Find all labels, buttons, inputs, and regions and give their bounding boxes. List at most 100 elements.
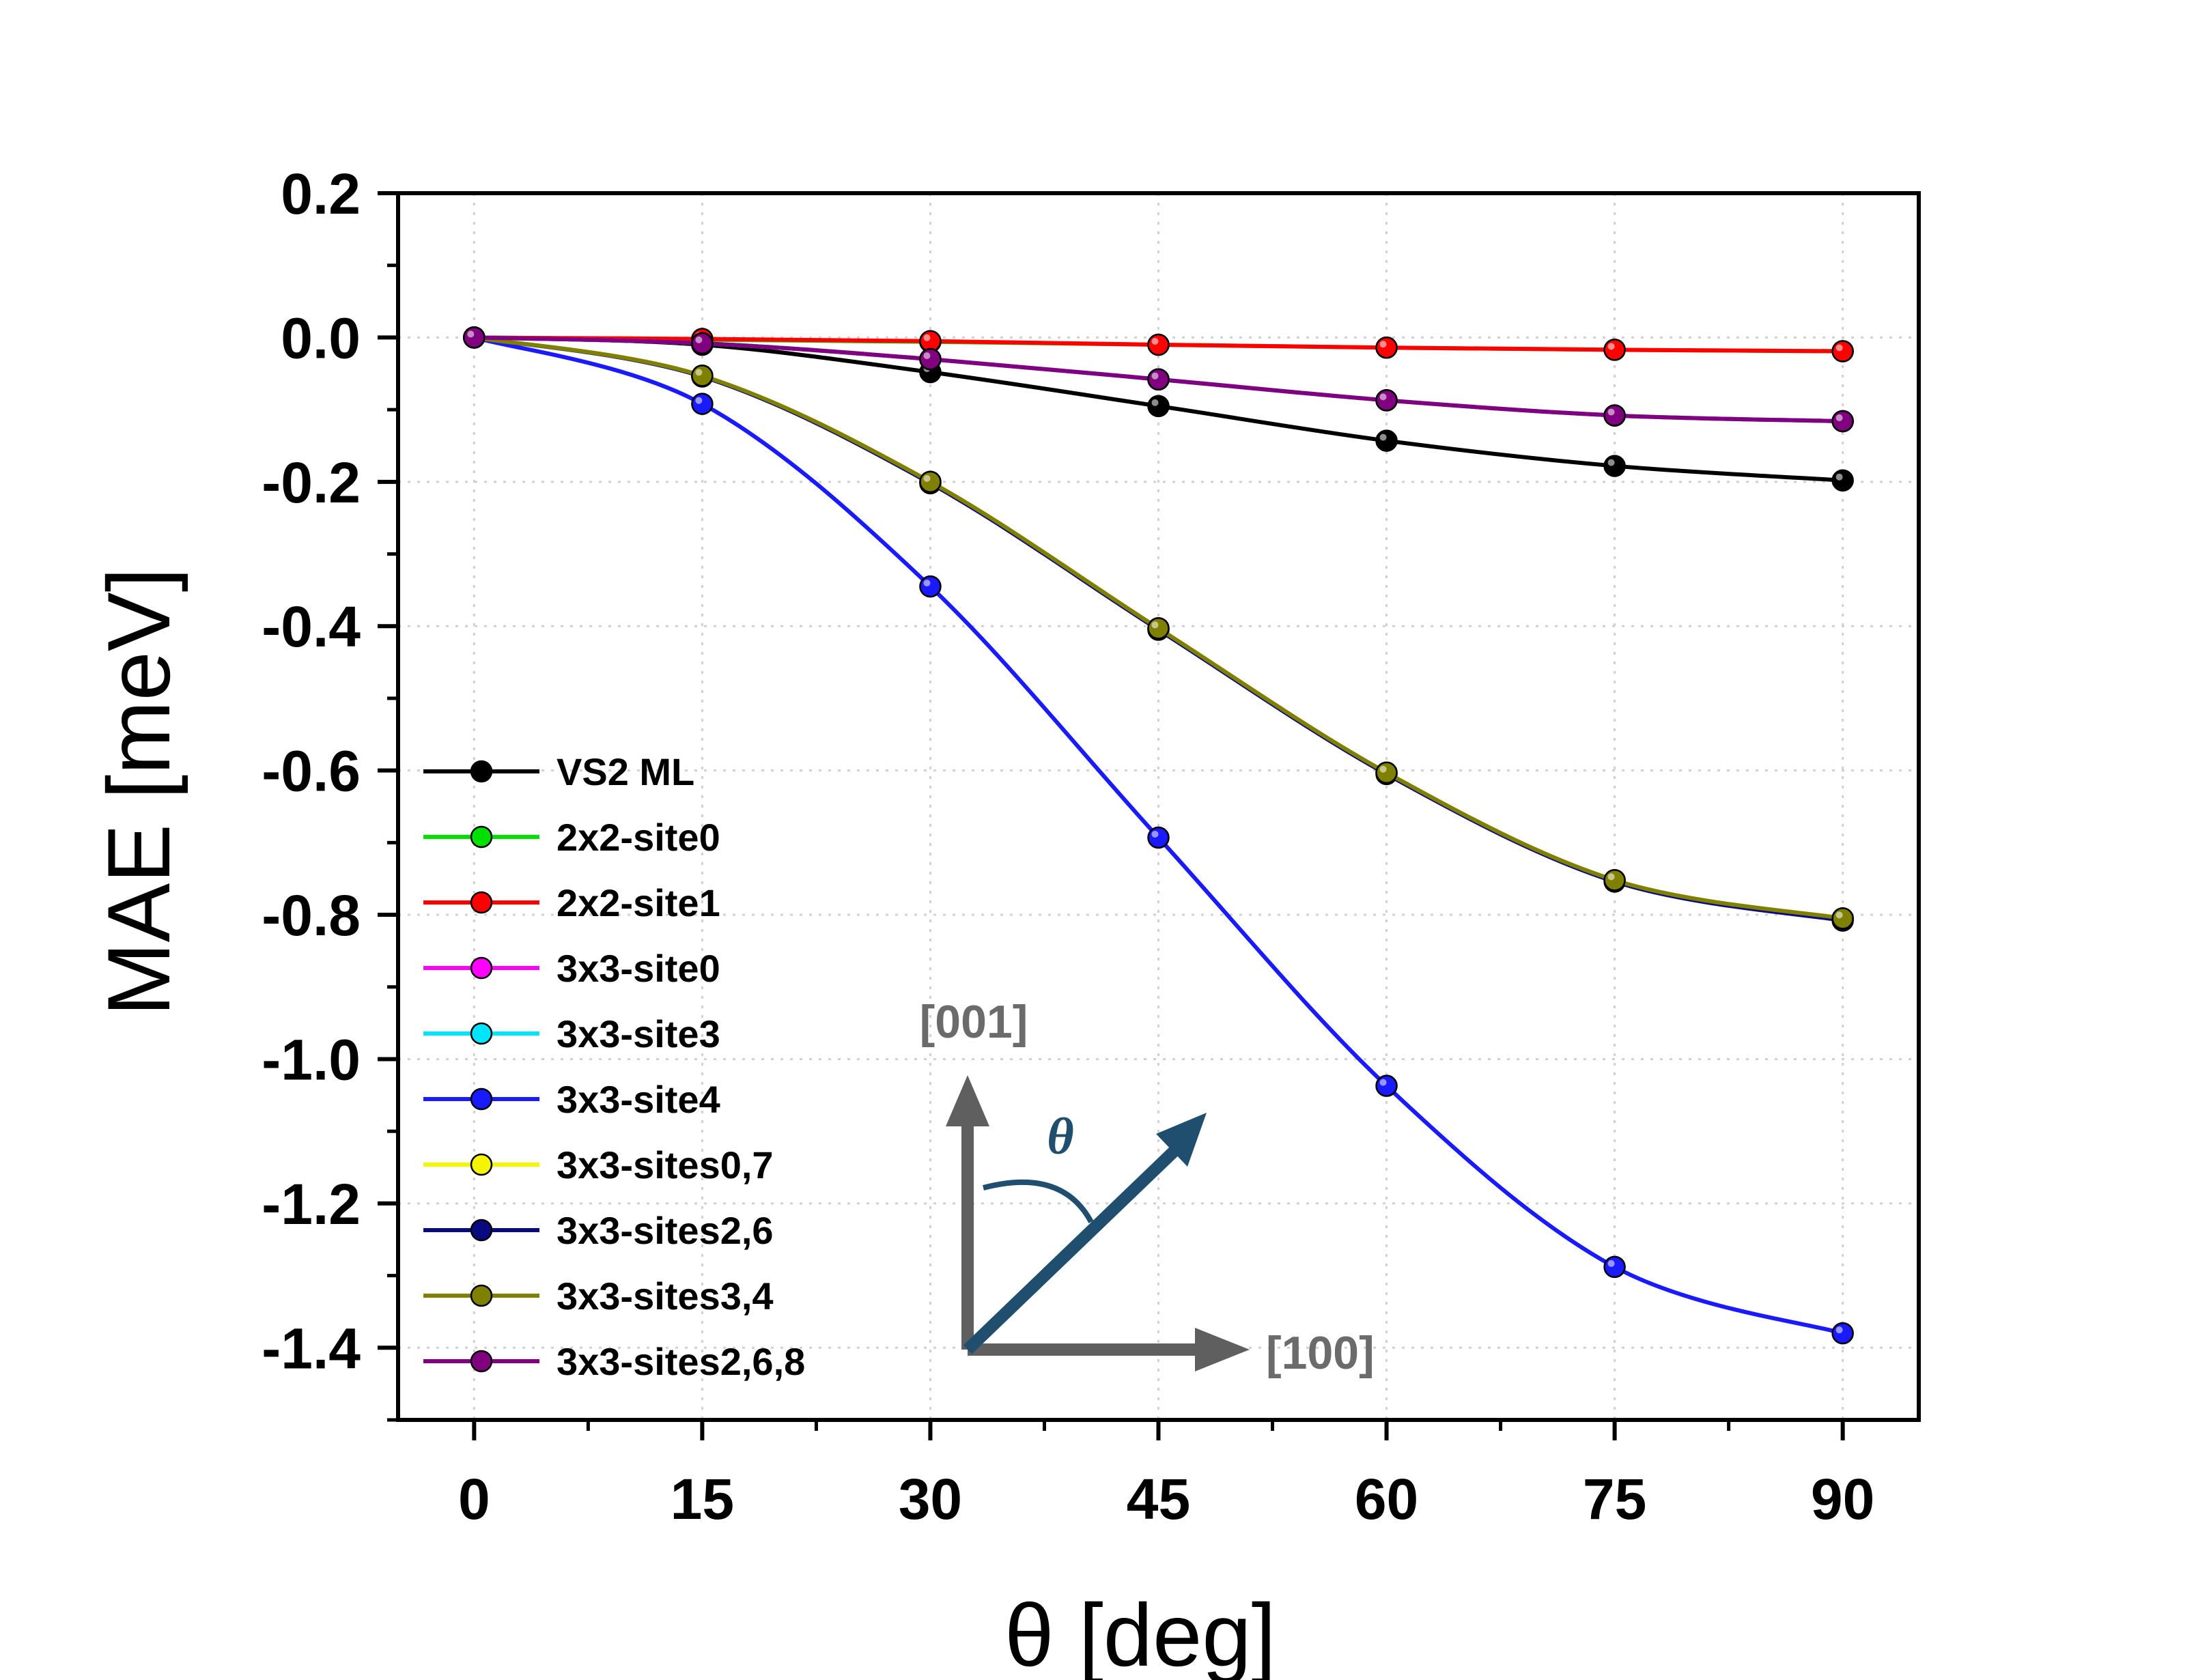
data-point-highlight [923, 474, 931, 482]
legend-label: 3x3-sites3,4 [557, 1275, 774, 1318]
x-tick-label: 75 [1583, 1467, 1646, 1531]
data-point-2x2-site1 [1147, 333, 1170, 356]
data-point-3x3-sites3-4 [1375, 761, 1398, 784]
x-tick-label: 45 [1127, 1467, 1190, 1531]
legend-item: 2x2-site0 [423, 816, 720, 859]
legend-item: 3x3-sites2,6 [423, 1209, 774, 1252]
y-axis-title: MAE [meV] [89, 567, 188, 1016]
legend-swatch-marker [470, 760, 493, 783]
data-point-highlight [1607, 1259, 1615, 1267]
series-3x3-site4 [463, 326, 1854, 1345]
x-axis-arrowhead [1195, 1328, 1250, 1371]
data-point-3x3-sites2-6-8 [1831, 410, 1854, 433]
legend-swatch-marker [470, 1022, 493, 1045]
data-point-highlight [695, 336, 703, 343]
data-point-3x3-site4 [691, 393, 714, 415]
data-point-highlight [1379, 341, 1387, 348]
legend-swatch-marker [470, 1350, 493, 1373]
data-point-3x3-site4 [919, 575, 942, 598]
x-tick-label: 60 [1355, 1467, 1418, 1531]
data-point-3x3-sites3-4 [1603, 869, 1626, 892]
data-point-highlight [1151, 337, 1159, 345]
data-point-highlight [1835, 473, 1843, 481]
data-point-vs2-ml [1603, 455, 1626, 477]
y-tick-labels: 0.2 0.0 -0.2 -0.4 -0.6 -0.8 -1.0 -1.2 -1.4 [262, 162, 361, 1380]
data-point-highlight [1607, 343, 1615, 350]
data-point-highlight [1607, 408, 1615, 416]
data-point-3x3-sites2-6-8 [919, 347, 942, 371]
data-point-3x3-site4 [1603, 1255, 1626, 1279]
legend: VS2 ML 2x2-site0 2x2-site1 3x3-site0 3x3-sit… [423, 750, 805, 1383]
data-point-highlight [1151, 830, 1159, 838]
legend-label: 3x3-sites2,6 [557, 1209, 774, 1252]
magnetization-arrowhead [1156, 1113, 1207, 1167]
data-point-highlight [923, 352, 931, 360]
legend-swatch-marker [470, 1153, 493, 1176]
data-point-highlight [1607, 873, 1615, 881]
legend-label: 2x2-site0 [557, 816, 720, 859]
data-point-3x3-sites2-6-8 [1147, 368, 1170, 390]
data-point-2x2-site1 [1375, 336, 1398, 359]
x-tick-labels: 0 15 30 45 60 75 90 [458, 1467, 1874, 1531]
y-tick-label: -0.4 [262, 595, 361, 659]
legend-item: 3x3-sites3,4 [423, 1275, 774, 1318]
x-tick-label: 90 [1811, 1467, 1874, 1531]
data-point-highlight [467, 330, 475, 338]
data-point-highlight [695, 369, 703, 376]
data-point-highlight [1151, 399, 1159, 406]
data-point-highlight [1607, 459, 1615, 466]
y-tick-label: -0.2 [262, 451, 361, 515]
grid-lines [398, 192, 1919, 1420]
data-point-3x3-sites2-6-8 [1375, 389, 1398, 412]
y-tick-label: -1.0 [262, 1027, 361, 1092]
legend-swatch-marker [470, 956, 493, 980]
data-point-3x3-site4 [1375, 1074, 1398, 1097]
x-axis-title: θ [deg] [1004, 1585, 1276, 1680]
legend-swatch-marker [470, 891, 493, 914]
legend-swatch-marker [470, 1219, 493, 1242]
data-point-3x3-sites3-4 [1831, 907, 1854, 930]
data-point-3x3-sites3-4 [1147, 617, 1170, 640]
x-tick-label: 15 [671, 1467, 734, 1531]
y-tick-label: -1.4 [262, 1316, 361, 1380]
theta-arc [982, 1179, 1094, 1223]
legend-swatch-marker [470, 1087, 493, 1111]
legend-label: VS2 ML [557, 750, 694, 793]
series-3x3-sites2-6-8 [463, 326, 1854, 433]
data-point-highlight [1835, 1326, 1843, 1334]
data-point-highlight [695, 397, 703, 404]
inset-label-001: [001] [920, 996, 1028, 1048]
y-tick-label: -0.8 [262, 883, 361, 948]
legend-item: VS2 ML [423, 750, 694, 793]
data-point-highlight [1379, 433, 1387, 441]
legend-item: 3x3-site3 [423, 1012, 720, 1055]
data-point-3x3-sites3-4 [691, 365, 714, 387]
data-point-highlight [923, 334, 931, 341]
legend-item: 3x3-site0 [423, 947, 720, 990]
data-point-vs2-ml [1831, 469, 1854, 492]
legend-label: 3x3-sites0,7 [557, 1143, 774, 1186]
data-point-highlight [1835, 911, 1843, 919]
y-tick-label: 0.2 [281, 162, 361, 226]
inset-label-100: [100] [1266, 1327, 1375, 1379]
data-point-highlight [1379, 765, 1387, 773]
data-point-3x3-site4 [1147, 826, 1170, 849]
legend-label: 2x2-site1 [557, 881, 720, 924]
y-tick-label: 0.0 [281, 306, 361, 370]
legend-label: 3x3-site0 [557, 947, 720, 990]
z-axis-arrowhead [946, 1075, 989, 1126]
y-tick-label: -0.6 [262, 739, 361, 803]
data-point-vs2-ml [1147, 395, 1170, 418]
legend-swatch-marker [470, 825, 493, 849]
x-tick-label: 0 [458, 1467, 490, 1531]
data-point-highlight [1835, 414, 1843, 422]
legend-label: 3x3-site4 [557, 1078, 720, 1121]
data-point-highlight [1379, 1079, 1387, 1086]
legend-label: 3x3-sites2,6,8 [557, 1340, 805, 1383]
legend-item: 3x3-sites0,7 [423, 1143, 774, 1186]
data-point-highlight [923, 580, 931, 587]
plot-frame [396, 191, 1921, 1422]
data-point-highlight [1151, 372, 1159, 380]
